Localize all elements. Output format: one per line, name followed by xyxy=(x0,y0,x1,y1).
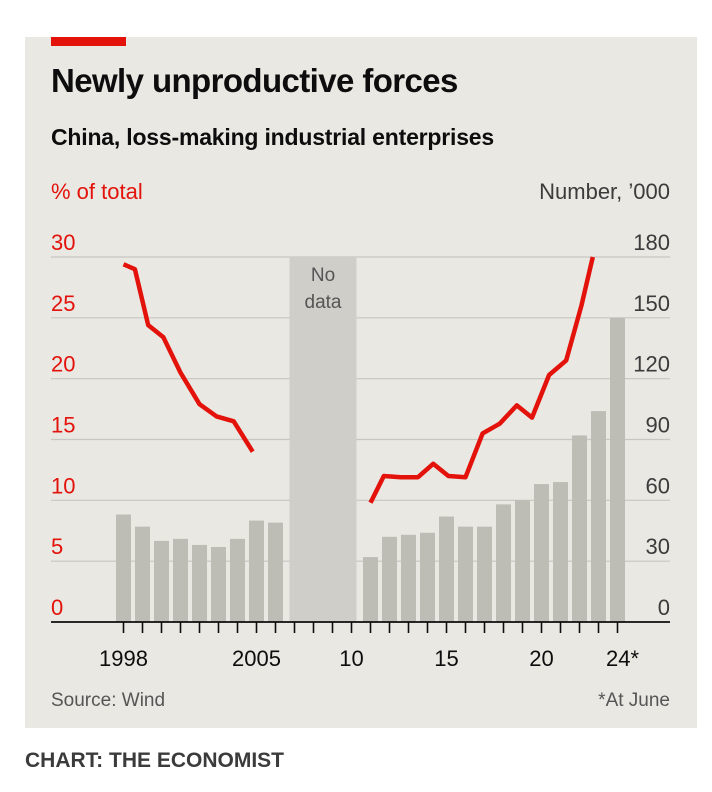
right-tick-label-30: 30 xyxy=(646,534,670,559)
x-tick-label-2020: 20 xyxy=(529,646,553,671)
bar-2001 xyxy=(173,538,188,622)
x-tick-label-2005: 2005 xyxy=(232,646,281,671)
left-tick-label-10: 10 xyxy=(51,473,75,498)
bar-2021 xyxy=(553,482,568,622)
bar-2020 xyxy=(534,484,549,622)
bar-1998 xyxy=(116,514,131,622)
bar-2024 xyxy=(610,317,625,622)
left-axis: 0 5 10 15 20 25 30 xyxy=(51,230,75,620)
left-tick-label-20: 20 xyxy=(51,352,75,377)
bar-2023 xyxy=(591,411,606,622)
bar-2004 xyxy=(230,538,245,622)
no-data-label-line-1: No xyxy=(311,265,335,286)
chart-title: Newly unproductive forces xyxy=(51,62,458,99)
share-line-segment-1 xyxy=(122,262,255,453)
bar-series xyxy=(116,317,625,622)
bar-1999 xyxy=(135,526,150,622)
bar-2006 xyxy=(268,522,283,622)
line-series xyxy=(122,256,595,504)
bar-2022 xyxy=(572,435,587,622)
x-tick-label-2024: 24* xyxy=(606,646,639,671)
bar-2013 xyxy=(401,534,416,622)
bar-2003 xyxy=(211,546,226,622)
no-data-region: No data xyxy=(289,257,357,622)
right-tick-label-150: 150 xyxy=(633,291,670,316)
right-tick-label-120: 120 xyxy=(633,352,670,377)
right-axis-label: Number, ’000 xyxy=(539,179,670,204)
right-axis: 0 30 60 90 120 150 180 xyxy=(633,230,670,620)
source-note: Source: Wind xyxy=(51,690,165,711)
no-data-band xyxy=(289,257,357,622)
brand-red-tab xyxy=(51,37,126,46)
bar-2000 xyxy=(154,540,169,622)
right-tick-label-180: 180 xyxy=(633,230,670,255)
chart-subtitle: China, loss-making industrial enterprise… xyxy=(51,124,494,150)
right-tick-label-90: 90 xyxy=(646,413,670,438)
bar-2017 xyxy=(477,526,492,622)
left-tick-label-0: 0 xyxy=(51,595,63,620)
right-tick-label-60: 60 xyxy=(646,473,670,498)
left-axis-label: % of total xyxy=(51,179,143,204)
bar-2005 xyxy=(249,520,264,622)
right-tick-label-0: 0 xyxy=(658,595,670,620)
share-line-segment-2 xyxy=(368,256,595,504)
bar-2002 xyxy=(192,544,207,622)
bar-2011 xyxy=(363,557,378,622)
x-axis: 1998 2005 10 15 20 24* xyxy=(51,621,670,671)
chart-credit: CHART: THE ECONOMIST xyxy=(25,749,284,772)
bar-2016 xyxy=(458,526,473,622)
bar-2014 xyxy=(420,532,435,622)
footnote: *At June xyxy=(598,690,670,711)
no-data-label-line-2: data xyxy=(305,292,342,313)
bar-2012 xyxy=(382,536,397,622)
left-tick-label-5: 5 xyxy=(51,534,63,559)
left-tick-label-15: 15 xyxy=(51,413,75,438)
left-tick-label-30: 30 xyxy=(51,230,75,255)
x-tick-label-1998: 1998 xyxy=(99,646,148,671)
x-tick-label-2015: 15 xyxy=(434,646,458,671)
left-tick-label-25: 25 xyxy=(51,291,75,316)
bar-2018 xyxy=(496,504,511,622)
bar-2015 xyxy=(439,516,454,622)
x-tick-label-2010: 10 xyxy=(339,646,363,671)
bar-2019 xyxy=(515,500,530,622)
